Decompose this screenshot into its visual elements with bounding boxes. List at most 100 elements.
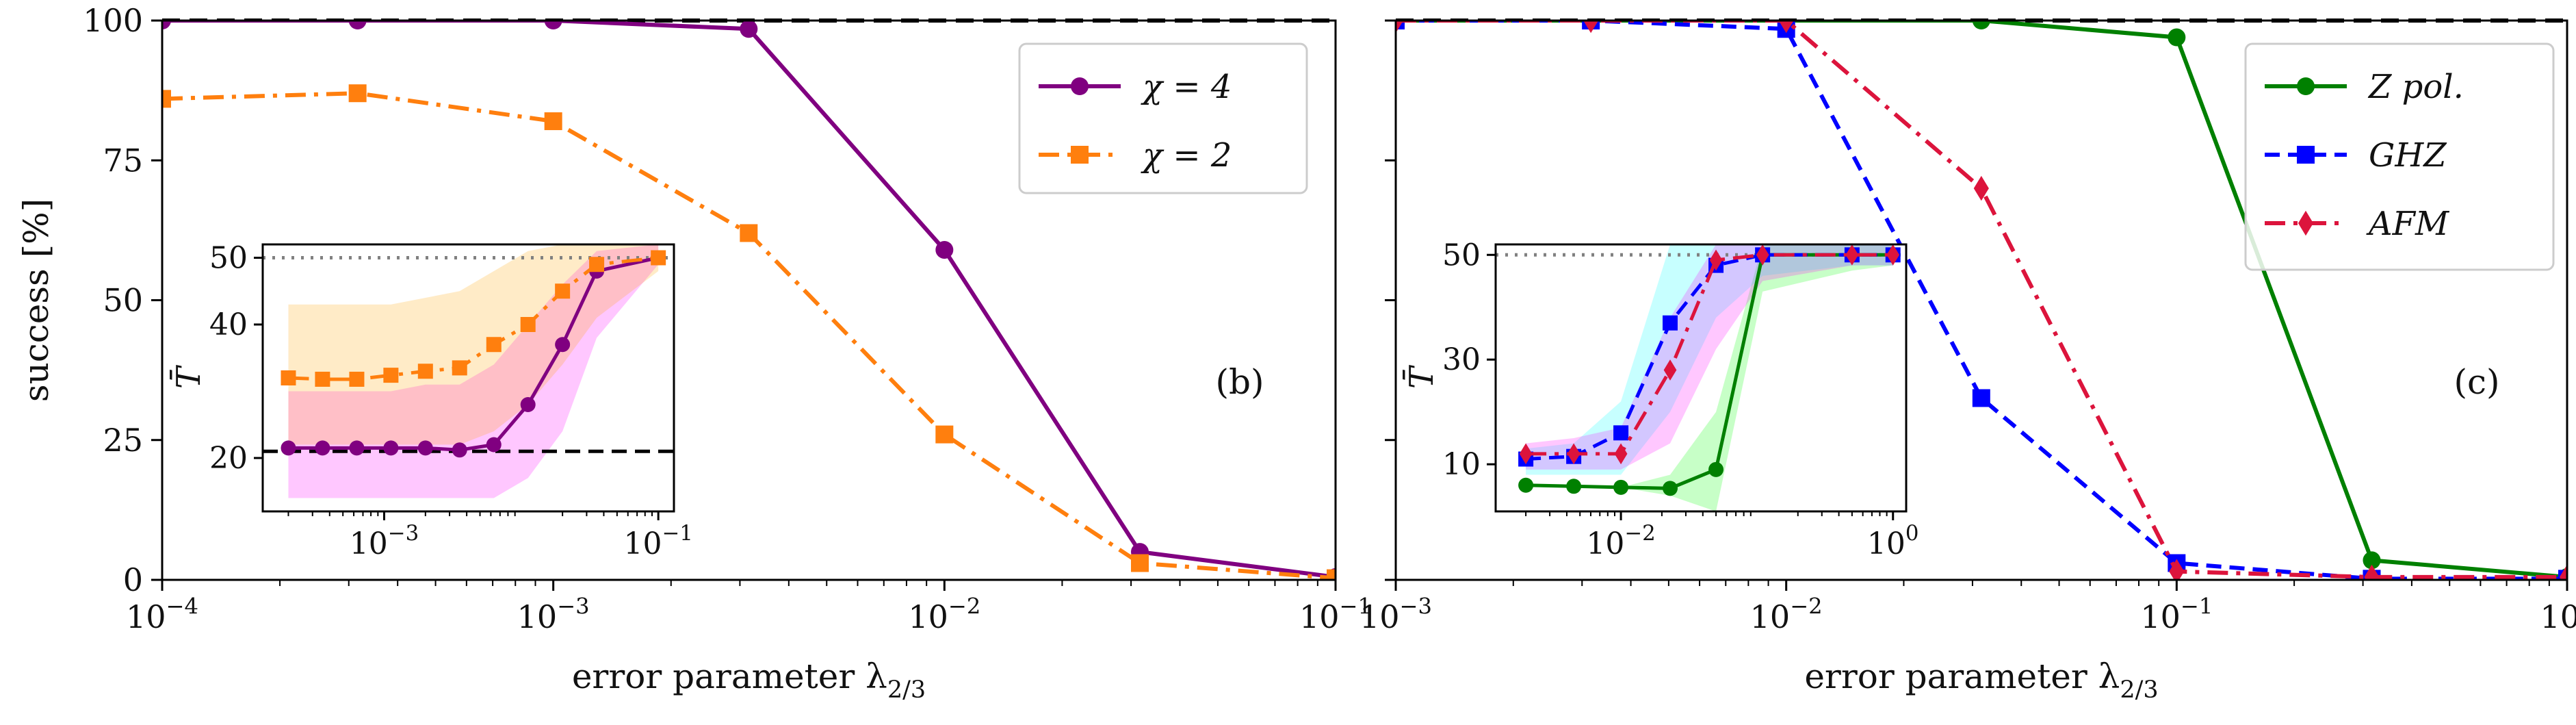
inset-data-point [349, 440, 365, 456]
inset-data-point [1663, 481, 1678, 496]
inset-series-group [1496, 244, 1906, 511]
data-point [935, 240, 954, 259]
inset-data-point [417, 440, 433, 456]
inset-data-point [1613, 425, 1629, 441]
data-point [2364, 564, 2380, 580]
data-point [1396, 21, 1404, 34]
legend-label: χ = 4 [1141, 68, 1232, 106]
data-point [162, 90, 171, 108]
data-point [1973, 175, 1989, 201]
inset-error-band-0 [1526, 244, 1893, 511]
series-group [162, 21, 1336, 580]
y-tick-label: 25 [103, 422, 143, 459]
inset-y-axis-label: T̄ [1401, 365, 1441, 389]
inset-data-point [315, 371, 330, 387]
legend-box [2244, 42, 2555, 271]
data-point [1972, 389, 1990, 407]
inset-y-tick-label: 50 [209, 241, 248, 276]
y-tick-label: 0 [123, 561, 143, 598]
inset-data-point [520, 317, 536, 332]
legend-swatch-marker [2298, 210, 2314, 236]
inset-background [1496, 244, 1906, 511]
inset-y-tick-label: 40 [209, 307, 248, 342]
inset-frame [261, 243, 675, 513]
inset-data-point [589, 257, 605, 272]
inset-y-tick-label: 30 [1442, 342, 1481, 377]
inset-series-group [263, 244, 674, 498]
inset-x-tick-label: 100 [1867, 521, 1919, 561]
inset-data-point [1613, 479, 1629, 495]
legend-label: GHZ [2369, 136, 2447, 175]
inset-data-point [1709, 249, 1723, 271]
inset-error-band-1 [1526, 244, 1893, 475]
inset-y-tick-label: 50 [1442, 238, 1481, 272]
x-tick-label: 100 [2540, 593, 2576, 635]
inset-y-tick-label: 20 [209, 441, 248, 476]
inset-data-point [1708, 461, 1724, 477]
inset-error-band-2 [1526, 244, 1893, 470]
inset-data-point [486, 337, 502, 353]
x-tick-label: 10−2 [908, 593, 980, 635]
inset-data-point [486, 437, 502, 453]
legend-swatch-marker [2297, 77, 2315, 95]
series-group [1396, 21, 2567, 580]
y-axis-label: success [%] [16, 199, 56, 402]
data-point [1583, 21, 1599, 34]
data-point [740, 224, 758, 242]
inset-data-point [1519, 443, 1533, 465]
data-point [2363, 551, 2381, 570]
inset-error-band-0 [288, 244, 659, 498]
x-tick-label: 10−3 [1359, 593, 1432, 635]
x-tick-label: 10−2 [1750, 593, 1823, 635]
data-point [162, 21, 171, 29]
inset-data-point [281, 440, 296, 456]
y-tick-label: 100 [83, 2, 143, 39]
inset-data-point [315, 440, 330, 456]
data-point [544, 112, 562, 131]
inset-data-point [555, 283, 571, 299]
inset-data-point [1614, 443, 1628, 465]
inset-data-point [417, 364, 433, 379]
data-point [1130, 554, 1149, 572]
data-point [544, 21, 562, 29]
data-point [1778, 21, 1794, 34]
inset-data-point [1663, 359, 1677, 381]
inset-data-point [1567, 443, 1580, 465]
inset-data-point [383, 368, 399, 383]
y-tick-label: 75 [103, 142, 143, 179]
data-point [2169, 559, 2185, 580]
inset-data-point [1756, 244, 1769, 266]
inset-y-tick-label: 10 [1442, 447, 1481, 482]
legend-swatch-marker [1071, 146, 1089, 164]
inset-data-point [1518, 477, 1534, 493]
panel-label: (b) [1215, 362, 1264, 402]
inset-frame [1494, 243, 1908, 513]
inset-data-point [555, 337, 571, 353]
x-axis-label: error parameter λ2/3 [572, 657, 926, 704]
x-tick-label: 10−1 [2140, 593, 2213, 635]
x-tick-label: 10−4 [126, 593, 198, 635]
data-point [348, 84, 367, 103]
legend-swatch-marker [2297, 146, 2315, 164]
inset-data-point [1845, 244, 1859, 266]
inset-data-point [452, 442, 467, 458]
inset-series-line-0 [1526, 253, 1893, 490]
inset-data-point [383, 440, 399, 456]
inset-data-point [349, 371, 365, 387]
inset-y-axis-label: T̄ [168, 365, 208, 389]
x-tick-label: 10−3 [517, 593, 590, 635]
data-point [348, 21, 367, 29]
inset-data-point [520, 397, 536, 412]
data-point [1327, 569, 1336, 580]
inset-data-point [1566, 479, 1582, 494]
legend-label: AFM [2366, 205, 2450, 243]
legend-label: χ = 2 [1141, 136, 1232, 175]
inset-x-tick-label: 10−3 [350, 521, 419, 561]
inset-data-point [452, 360, 467, 376]
inset-x-tick-label: 10−2 [1586, 521, 1655, 561]
data-point [2168, 28, 2186, 47]
data-point [1972, 21, 1990, 29]
inset-series-line-2 [1526, 253, 1893, 456]
legend-label: Z pol. [2367, 68, 2464, 106]
